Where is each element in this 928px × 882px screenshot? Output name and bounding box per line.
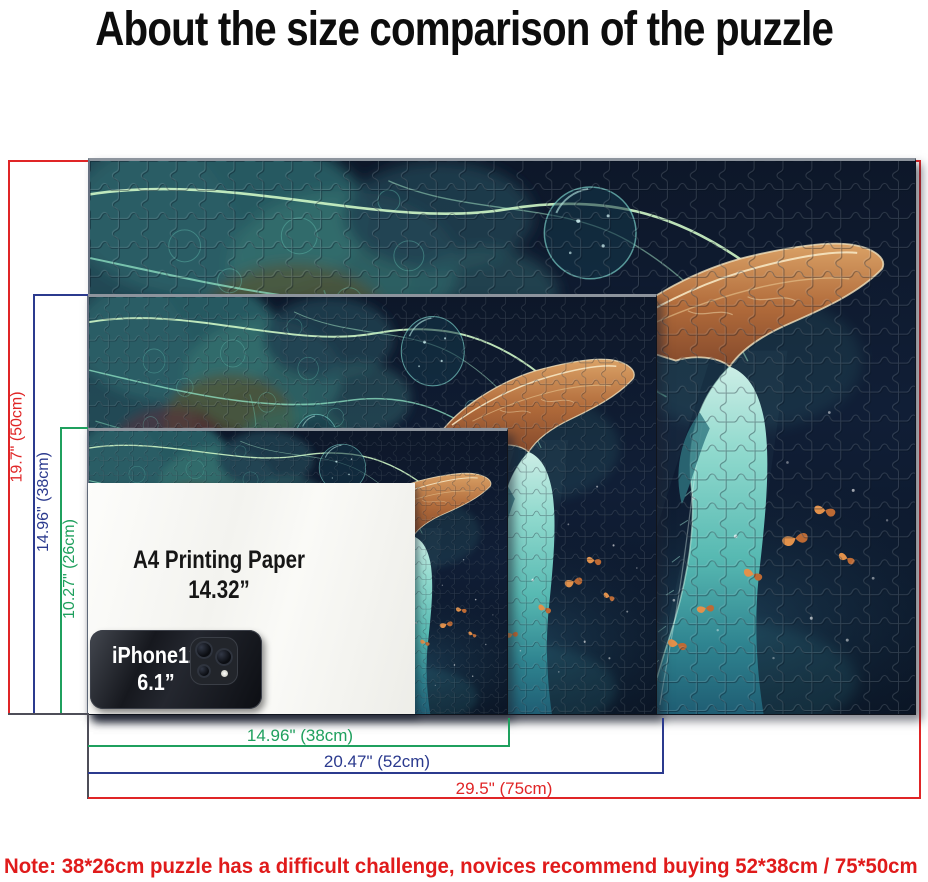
height-26cm-label: 10.27" (26cm)	[61, 519, 79, 619]
camera-lens-icon	[197, 664, 211, 678]
width-75cm-label: 29.5" (75cm)	[455, 779, 553, 798]
a4-paper-label: A4 Printing Paper	[132, 546, 305, 574]
width-38cm-label: 14.96" (38cm)	[246, 726, 354, 745]
height-50cm-label: 19.7" (50cm)	[9, 391, 27, 483]
height-50cm-line	[8, 160, 10, 715]
width-38cm-line	[88, 745, 510, 747]
width-52cm-label: 20.47" (52cm)	[323, 752, 431, 771]
iphone-size: 6.1”	[137, 669, 175, 695]
width-baseline-tick	[87, 713, 89, 799]
width-52cm-line	[88, 772, 664, 774]
height-38cm-top-tick	[33, 294, 88, 296]
camera-lens-icon	[195, 641, 213, 659]
width-38cm-right-tick	[508, 718, 510, 745]
page-title: About the size comparison of the puzzle	[95, 3, 834, 56]
width-75cm-line	[88, 797, 921, 799]
height-38cm-label: 14.96" (38cm)	[35, 452, 53, 552]
a4-paper-size: 14.32”	[188, 576, 250, 604]
iphone12-phone: iPhone12 6.1”	[90, 630, 262, 709]
height-baseline-tick	[8, 713, 88, 715]
width-75cm-right-tick	[919, 160, 921, 799]
height-26cm-line	[60, 427, 62, 715]
width-52cm-right-tick	[662, 718, 664, 772]
iphone-label: iPhone12	[112, 642, 200, 668]
height-26cm-top-tick	[60, 427, 88, 429]
iphone-camera-module	[190, 637, 238, 685]
camera-lens-icon	[215, 648, 233, 666]
camera-flash-icon	[221, 670, 228, 677]
difficulty-note: Note: 38*26cm puzzle has a difficult cha…	[4, 855, 918, 878]
height-38cm-line	[33, 294, 35, 715]
